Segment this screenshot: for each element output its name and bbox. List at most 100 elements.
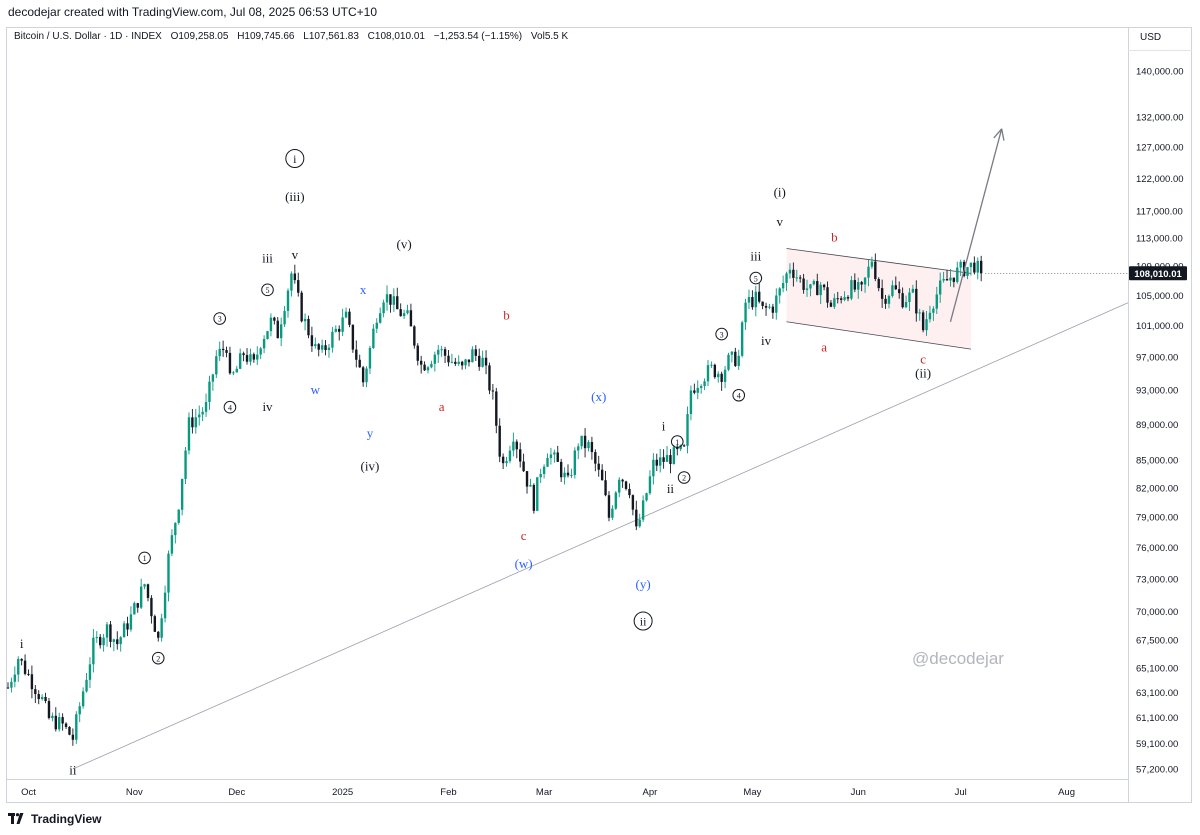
candle[interactable] <box>874 253 877 282</box>
candle[interactable] <box>826 281 829 308</box>
candle[interactable] <box>99 634 102 649</box>
wave-label[interactable]: (x) <box>591 389 606 404</box>
wave-label[interactable]: iii <box>262 251 273 266</box>
candle[interactable] <box>396 287 399 310</box>
candle[interactable] <box>331 326 334 353</box>
candle[interactable] <box>426 365 430 374</box>
candle[interactable] <box>54 707 57 732</box>
candle[interactable] <box>310 326 314 352</box>
support-trendline[interactable] <box>72 302 1129 770</box>
candle[interactable] <box>908 287 911 311</box>
candle[interactable] <box>139 578 143 610</box>
wave-label[interactable]: c <box>521 528 527 543</box>
candle[interactable] <box>146 583 150 602</box>
candle[interactable] <box>754 285 757 317</box>
candle[interactable] <box>577 443 580 460</box>
candle[interactable] <box>259 346 262 360</box>
candle[interactable] <box>460 360 464 370</box>
candle[interactable] <box>751 290 754 310</box>
candle[interactable] <box>13 666 17 688</box>
candle[interactable] <box>105 621 109 647</box>
candle[interactable] <box>136 602 139 613</box>
candle[interactable] <box>488 362 491 395</box>
candle[interactable] <box>122 620 126 638</box>
wave-label[interactable]: (iii) <box>285 189 305 204</box>
candle[interactable] <box>317 342 320 357</box>
candle[interactable] <box>966 266 969 280</box>
candle[interactable] <box>153 614 157 632</box>
candle[interactable] <box>501 453 505 470</box>
candle[interactable] <box>717 371 720 383</box>
candle[interactable] <box>949 269 952 287</box>
candle[interactable] <box>611 505 614 521</box>
candle[interactable] <box>208 375 211 410</box>
candle[interactable] <box>290 271 293 297</box>
candle[interactable] <box>447 349 450 367</box>
candle[interactable] <box>614 491 617 510</box>
candle[interactable] <box>119 636 122 652</box>
candle[interactable] <box>382 299 385 318</box>
candle[interactable] <box>915 280 918 322</box>
wave-label-circled[interactable]: 5 <box>749 271 763 285</box>
wave-label[interactable]: c <box>920 352 926 367</box>
candle[interactable] <box>799 275 802 283</box>
candle[interactable] <box>47 697 51 720</box>
candle[interactable] <box>454 357 457 367</box>
candle[interactable] <box>665 445 669 462</box>
wave-label[interactable]: ii <box>69 762 77 777</box>
symbol-name[interactable]: Bitcoin / U.S. Dollar · 1D · INDEX <box>14 31 162 42</box>
candle[interactable] <box>819 282 822 305</box>
candle[interactable] <box>519 442 522 468</box>
candle[interactable] <box>638 513 641 528</box>
price-axis[interactable]: 140,000.00 132,000.00 127,000.00 122,000.00… <box>1136 67 1184 776</box>
wave-label[interactable]: (iv) <box>361 458 380 473</box>
candle[interactable] <box>30 665 34 699</box>
candle[interactable] <box>375 318 378 333</box>
wave-label[interactable]: v <box>776 214 783 229</box>
candle[interactable] <box>355 340 358 368</box>
candle[interactable] <box>522 453 525 473</box>
wave-label[interactable]: w <box>311 382 321 397</box>
candle[interactable] <box>679 444 682 452</box>
candle[interactable] <box>549 447 553 465</box>
candle[interactable] <box>785 271 788 291</box>
candle[interactable] <box>887 294 891 309</box>
candle[interactable] <box>641 495 645 522</box>
candle[interactable] <box>788 263 792 279</box>
candle[interactable] <box>744 298 747 330</box>
wave-label-circled[interactable]: 2 <box>151 651 165 665</box>
candle[interactable] <box>430 360 433 369</box>
candle[interactable] <box>771 303 775 319</box>
candle[interactable] <box>92 629 95 673</box>
candle[interactable] <box>525 471 529 494</box>
candle[interactable] <box>423 361 426 372</box>
candle[interactable] <box>385 285 389 311</box>
candle[interactable] <box>730 350 734 363</box>
time-axis[interactable]: Oct Nov Dec 2025 Feb Mar Apr May Jun Jul Aug <box>21 787 1075 798</box>
candle[interactable] <box>440 345 443 357</box>
candle[interactable] <box>68 726 71 736</box>
candle[interactable] <box>167 550 170 602</box>
candle[interactable] <box>570 468 573 479</box>
candle[interactable] <box>795 269 798 282</box>
candle[interactable] <box>389 294 392 313</box>
candle[interactable] <box>256 346 259 365</box>
candle[interactable] <box>542 464 546 479</box>
candle[interactable] <box>143 583 146 590</box>
candle[interactable] <box>607 491 611 522</box>
candle[interactable] <box>300 290 303 323</box>
candle[interactable] <box>884 294 887 309</box>
candle[interactable] <box>126 616 129 637</box>
candle[interactable] <box>239 348 242 370</box>
wave-label[interactable]: b <box>831 230 838 245</box>
wave-label-circled[interactable]: 1 <box>670 435 684 448</box>
candle[interactable] <box>307 315 310 339</box>
candle[interactable] <box>334 325 337 333</box>
candle[interactable] <box>529 478 532 487</box>
candle[interactable] <box>266 330 269 340</box>
candle[interactable] <box>245 348 249 365</box>
candle[interactable] <box>833 293 836 310</box>
candle[interactable] <box>648 470 652 496</box>
tradingview-footer[interactable]: TradingView <box>8 812 101 826</box>
candle[interactable] <box>194 408 197 434</box>
